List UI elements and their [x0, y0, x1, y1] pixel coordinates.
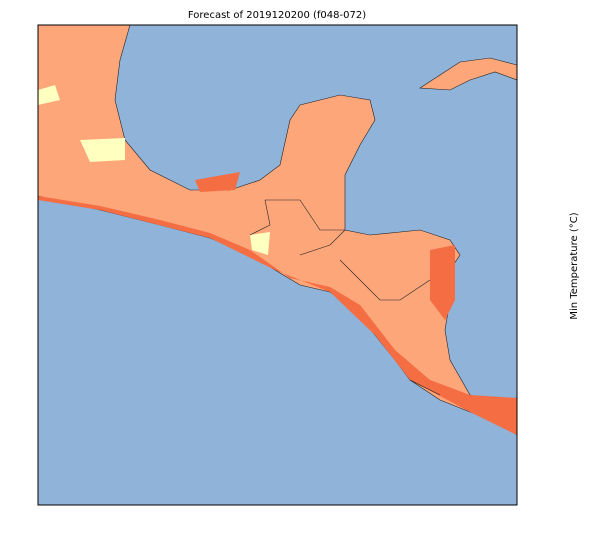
map-frame [37, 24, 518, 506]
warm-patch [38, 172, 517, 435]
map-area [38, 25, 517, 505]
colorbar-label: Min Temperature (°C) [569, 212, 580, 319]
map-title: Forecast of 2019120200 (f048-072) [188, 10, 366, 21]
cuba [419, 57, 517, 91]
borders [249, 199, 441, 396]
